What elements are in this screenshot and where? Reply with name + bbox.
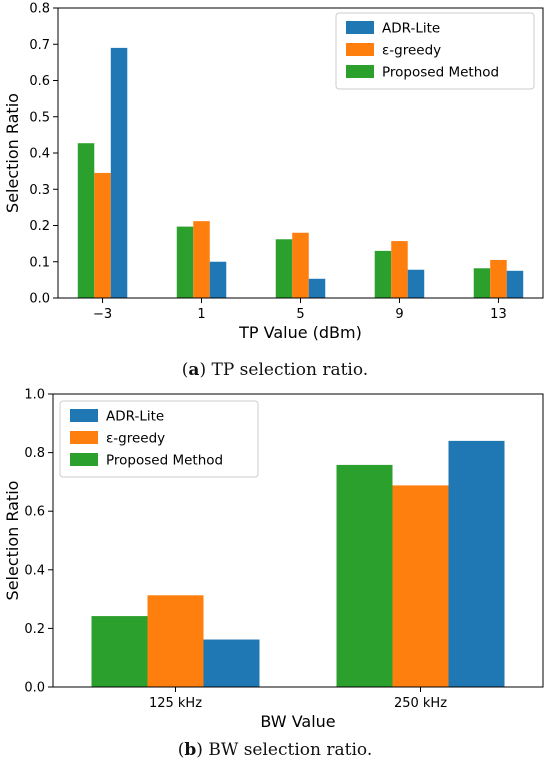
legend-swatch-tp-epsilon_greedy bbox=[346, 43, 374, 56]
ytick-label-tp-2: 0.2 bbox=[29, 219, 50, 234]
yaxis-label-bw: Selection Ratio bbox=[3, 481, 22, 601]
ytick-label-tp-1: 0.1 bbox=[29, 255, 50, 270]
bar-tp-proposed-0 bbox=[77, 143, 95, 298]
xtick-label-bw-1: 250 kHz bbox=[394, 696, 447, 711]
ytick-label-tp-5: 0.5 bbox=[29, 110, 50, 125]
bar-bw-epsilon_greedy-1 bbox=[392, 485, 449, 687]
xtick-label-bw-0: 125 kHz bbox=[149, 696, 202, 711]
bar-tp-epsilon_greedy-1 bbox=[193, 221, 210, 298]
legend-box-bw bbox=[59, 400, 259, 478]
ytick-label-tp-7: 0.7 bbox=[29, 38, 50, 53]
ytick-label-tp-3: 0.3 bbox=[29, 183, 50, 198]
caption-b-label: b bbox=[184, 740, 197, 760]
caption-a: (a) TP selection ratio. bbox=[181, 360, 369, 380]
bar-tp-adr_lite-0 bbox=[110, 47, 128, 298]
bar-tp-adr_lite-4 bbox=[506, 270, 524, 298]
legend-swatch-tp-adr_lite bbox=[346, 21, 374, 34]
ytick-label-bw-3: 0.6 bbox=[24, 505, 45, 520]
xtick-label-tp-2: 5 bbox=[296, 307, 304, 322]
xaxis-label-tp: TP Value (dBm) bbox=[238, 323, 362, 342]
ytick-label-tp-8: 0.8 bbox=[29, 2, 50, 17]
caption-b: (b) BW selection ratio. bbox=[177, 740, 373, 760]
bar-tp-proposed-2 bbox=[275, 239, 293, 298]
bar-bw-adr_lite-1 bbox=[448, 440, 505, 687]
legend-swatch-tp-proposed bbox=[346, 65, 374, 78]
bar-tp-adr_lite-3 bbox=[407, 269, 425, 298]
bar-bw-adr_lite-0 bbox=[203, 639, 260, 687]
xtick-label-tp-1: 1 bbox=[197, 307, 205, 322]
ytick-label-tp-4: 0.4 bbox=[29, 147, 50, 162]
ytick-label-bw-0: 0.0 bbox=[24, 681, 45, 696]
xaxis-label-bw: BW Value bbox=[260, 712, 335, 731]
xtick-label-tp-3: 9 bbox=[395, 307, 403, 322]
legend-swatch-bw-proposed bbox=[70, 453, 98, 466]
caption-b-text: BW selection ratio. bbox=[208, 740, 373, 760]
bar-tp-adr_lite-2 bbox=[308, 278, 326, 298]
bar-tp-adr_lite-1 bbox=[209, 261, 227, 298]
ytick-label-bw-1: 0.2 bbox=[24, 622, 45, 637]
legend-swatch-bw-epsilon_greedy bbox=[70, 431, 98, 444]
legend-label-tp-proposed: Proposed Method bbox=[382, 65, 499, 81]
legend-label-tp-adr_lite: ADR-Lite bbox=[382, 21, 440, 37]
caption-a-text: TP selection ratio. bbox=[211, 360, 369, 380]
legend-label-bw-epsilon_greedy: ε-greedy bbox=[106, 431, 165, 447]
bar-tp-epsilon_greedy-4 bbox=[490, 259, 507, 298]
bar-tp-proposed-1 bbox=[176, 226, 194, 298]
legend-box-tp bbox=[335, 12, 535, 90]
bar-tp-epsilon_greedy-0 bbox=[94, 172, 111, 298]
bar-bw-epsilon_greedy-0 bbox=[147, 595, 204, 687]
ytick-label-tp-0: 0.0 bbox=[29, 292, 50, 307]
caption-a-label: a bbox=[188, 360, 200, 380]
bar-tp-epsilon_greedy-3 bbox=[391, 241, 408, 298]
bar-tp-proposed-3 bbox=[374, 250, 392, 299]
bar-bw-proposed-1 bbox=[336, 464, 393, 687]
bar-bw-proposed-0 bbox=[91, 616, 148, 687]
legend-label-bw-proposed: Proposed Method bbox=[106, 453, 223, 469]
bar-tp-epsilon_greedy-2 bbox=[292, 232, 309, 298]
yaxis-label-tp: Selection Ratio bbox=[3, 93, 22, 213]
ytick-label-bw-2: 0.4 bbox=[24, 563, 45, 578]
xtick-label-tp-0: −3 bbox=[93, 307, 112, 322]
ytick-label-bw-4: 0.8 bbox=[24, 446, 45, 461]
xtick-label-tp-4: 13 bbox=[490, 307, 507, 322]
ytick-label-bw-5: 1.0 bbox=[24, 388, 45, 403]
axes-frame-bw bbox=[52, 393, 544, 688]
legend-swatch-bw-adr_lite bbox=[70, 409, 98, 422]
legend-label-bw-adr_lite: ADR-Lite bbox=[106, 409, 164, 425]
legend-label-tp-epsilon_greedy: ε-greedy bbox=[382, 43, 441, 59]
ytick-label-tp-6: 0.6 bbox=[29, 74, 50, 89]
bar-tp-proposed-4 bbox=[473, 268, 491, 298]
